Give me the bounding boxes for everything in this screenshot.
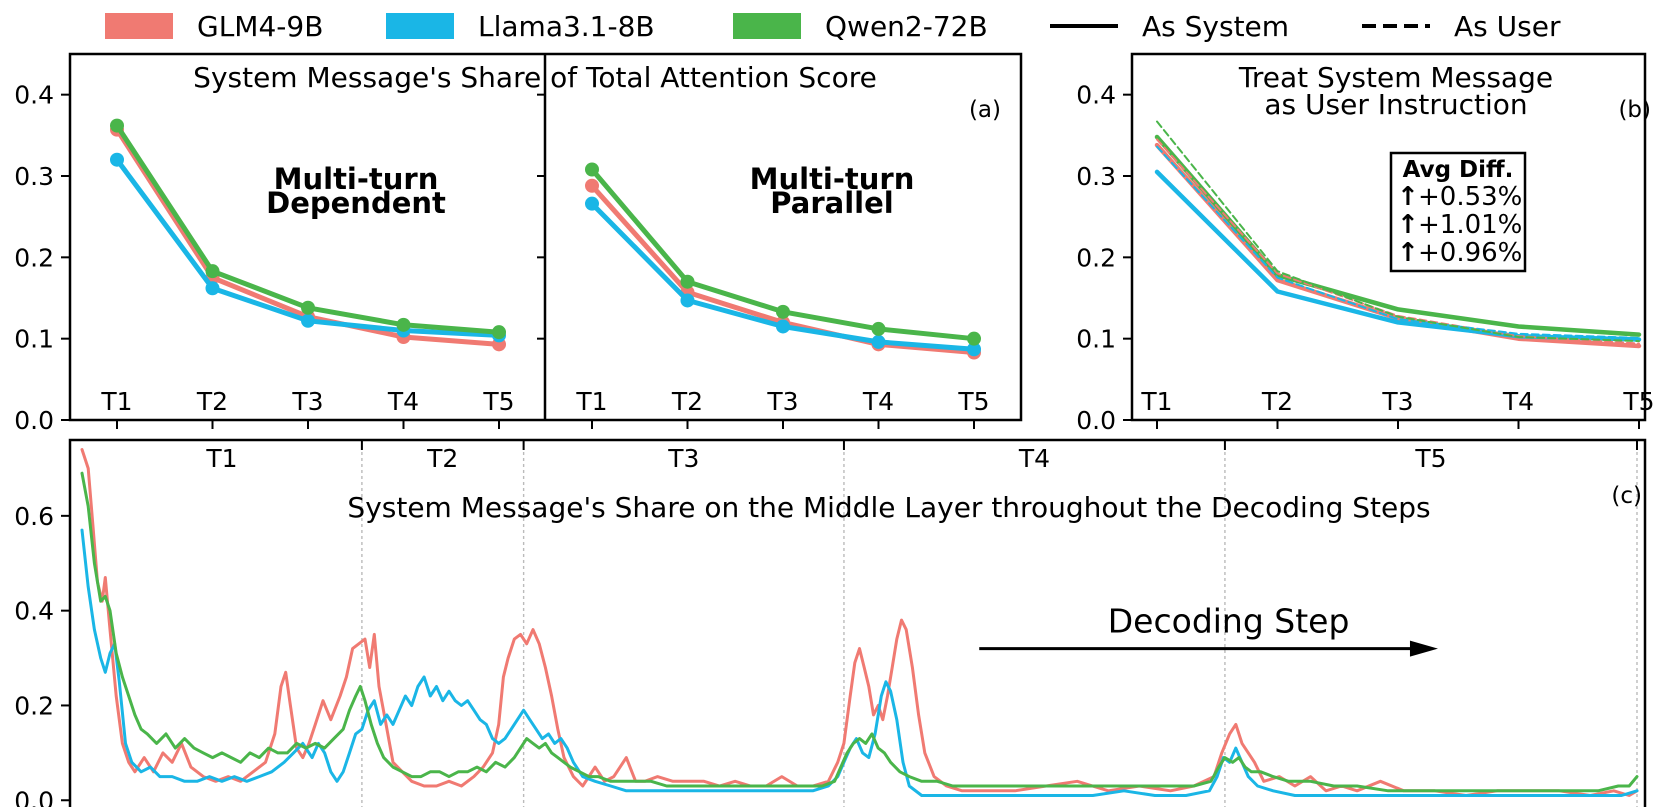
panel-a-xtick-label: T1 (100, 387, 132, 416)
panel-a-annotation: Dependent (266, 186, 446, 220)
panel-a-point-llama (301, 313, 315, 328)
avg-diff-arrow-llama: ↑ (1397, 210, 1419, 240)
panel-c: 0.0 0.2 0.4 0.6 T1 T2 T3 T4 T5 System Message's S… (14, 438, 1647, 807)
panel-a-point-qwen (492, 325, 506, 340)
avg-diff-arrow-qwen: ↑ (1397, 182, 1419, 212)
avg-diff-box (1389, 151, 1527, 273)
panel-b-ytick-label: 0.3 (1076, 162, 1116, 191)
panel-a-title: System Message's Share of Total Attentio… (193, 61, 877, 94)
legend-swatch-llama (386, 13, 454, 39)
panel-a-point-qwen (205, 264, 220, 279)
panel-a-xtick-label: T1 (575, 387, 607, 416)
panel-c-ytick-label: 0.6 (14, 502, 54, 531)
panel-a-annotation: Multi-turn (274, 162, 439, 196)
avg-diff-arrow-glm: ↑ (1397, 238, 1419, 268)
panel-c-ytick-label: 0.0 (14, 786, 54, 807)
panel-a-point-qwen (680, 274, 695, 289)
legend-label-llama: Llama3.1-8B (478, 10, 655, 43)
panel-b-label: (b) (1618, 97, 1651, 123)
panel-a-ytick-label: 0.4 (14, 81, 54, 110)
panel-a-xtick-label: T5 (957, 387, 989, 416)
avg-diff-value-llama: +1.01% (1418, 210, 1522, 240)
panel-a-point-qwen (871, 321, 886, 336)
panel-a-label: (a) (969, 97, 1001, 123)
panel-b-frame (1130, 52, 1647, 422)
panel-b-line-user-llama (1156, 145, 1640, 339)
panel-b: 0.0 0.1 0.2 0.3 0.4 T1 T2 T3 T4 T5 Treat System Me… (1076, 52, 1655, 435)
panel-a-ytick-label: 0.2 (14, 243, 54, 272)
panel-b-ytick-label: 0.0 (1076, 406, 1116, 435)
panel-a-xtick-label: T3 (766, 387, 798, 416)
panel-a-point-llama (205, 281, 220, 296)
panel-b-ytick-label: 0.2 (1076, 243, 1116, 272)
panel-c-turn-label: T1 (205, 444, 237, 473)
panel-a: 0.00.10.20.30.4T1 T2 T3 T4 T5Multi-turnDepen… (14, 52, 1023, 435)
panel-c-line-qwen (80, 471, 1639, 793)
panel-c-frame (68, 438, 1647, 807)
panel-a-xtick-label: T4 (387, 387, 419, 416)
panel-a-point-qwen (396, 317, 411, 332)
panel-a-ytick-label: 0.0 (14, 406, 54, 435)
panel-c-line-glm (80, 448, 1639, 797)
legend-label-usr: As User (1454, 10, 1561, 43)
panel-c-line-llama (80, 528, 1639, 797)
panel-a-point-llama (871, 334, 886, 349)
legend: GLM4-9B Llama3.1-8B Qwen2-72B As System As U… (105, 10, 1561, 43)
panel-c-title: System Message's Share on the Middle Lay… (347, 491, 1430, 524)
panel-a-ytick-label: 0.1 (14, 325, 54, 354)
panel-a-annotation: Multi-turn (750, 162, 915, 196)
panel-b-line-user-qwen (1156, 120, 1640, 343)
panel-a-xtick-label: T4 (862, 387, 894, 416)
panel-a-point-llama (585, 196, 599, 211)
legend-label-sys: As System (1142, 10, 1289, 43)
panel-b-ytick-label: 0.1 (1076, 325, 1116, 354)
panel-b-title: Treat System Message (1238, 61, 1553, 94)
panel-a-point-glm (585, 178, 599, 193)
panel-a-xtick-label: T5 (482, 387, 514, 416)
panel-b-xtick-label: T1 (1140, 387, 1172, 416)
panel-a-xtick-label: T2 (671, 387, 703, 416)
panel-c-ytick-label: 0.4 (14, 597, 54, 626)
decoding-arrow-head (1409, 640, 1438, 657)
legend-label-glm: GLM4-9B (197, 10, 323, 43)
panel-a-ytick-label: 0.3 (14, 162, 54, 191)
panel-a-point-qwen (110, 118, 124, 133)
avg-diff-value-qwen: +0.53% (1418, 182, 1522, 212)
panel-a-point-llama (776, 319, 790, 334)
panel-a-point-llama (967, 342, 981, 357)
panel-a-xtick-label: T3 (291, 387, 323, 416)
panel-a-point-qwen (301, 300, 315, 315)
panel-b-xtick-label: T2 (1261, 387, 1293, 416)
panel-a-annotation: Parallel (770, 186, 893, 220)
legend-swatch-glm (105, 13, 173, 39)
panel-a-point-llama (110, 152, 124, 167)
panel-c-label: (c) (1611, 483, 1642, 509)
panel-a-xtick-label: T2 (196, 387, 228, 416)
panel-b-line-system-llama (1154, 169, 1642, 342)
panel-c-turn-label: T5 (1414, 444, 1446, 473)
panel-b-xtick-label: T4 (1502, 387, 1534, 416)
legend-swatch-qwen (733, 13, 801, 39)
avg-diff-title: Avg Diff. (1403, 157, 1514, 183)
decoding-arrow-label: Decoding Step (1108, 602, 1350, 641)
panel-c-turn-label: T4 (1018, 444, 1050, 473)
legend-label-qwen: Qwen2-72B (825, 10, 988, 43)
panel-a-point-qwen (585, 162, 599, 177)
avg-diff-value-glm: +0.96% (1418, 238, 1522, 268)
panel-c-turn-label: T2 (426, 444, 458, 473)
panel-b-ytick-label: 0.4 (1076, 81, 1116, 110)
panel-b-xtick-label: T3 (1381, 387, 1413, 416)
panel-b-line-system-glm (1154, 142, 1642, 349)
panel-c-ytick-label: 0.2 (14, 691, 54, 720)
panel-c-turn-label: T3 (667, 444, 699, 473)
panel-a-point-qwen (776, 304, 790, 319)
panel-b-title: as User Instruction (1264, 88, 1527, 121)
panel-a-point-qwen (967, 331, 981, 346)
panel-a-point-llama (680, 293, 695, 308)
panel-b-xtick-label: T5 (1622, 387, 1654, 416)
